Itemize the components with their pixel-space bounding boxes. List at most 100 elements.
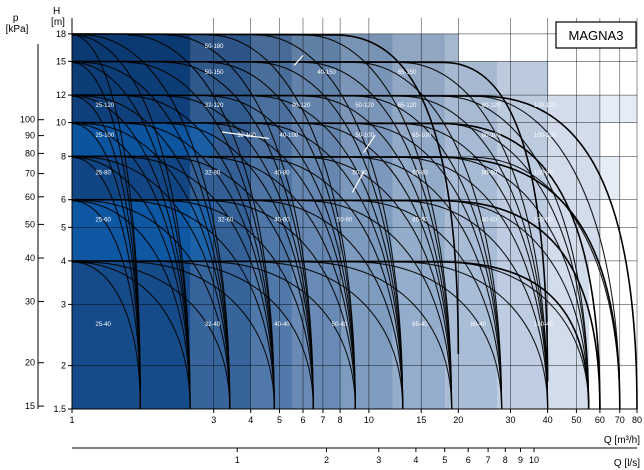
h-tick-label: 5: [61, 222, 66, 232]
family-curve: [304, 123, 453, 410]
zone-label: 50-60: [337, 217, 353, 223]
x-tick-label: 50: [571, 415, 581, 425]
family-curve: [71, 200, 141, 410]
axis-titles: p [kPa] H [m] Q [m³/h] Q [l/s]: [6, 6, 641, 469]
family-curve: [208, 261, 356, 410]
chart-title: MAGNA3: [569, 28, 624, 43]
x-tick-label: 5: [277, 415, 282, 425]
p-tick-label: 60: [25, 192, 35, 202]
zone-label: 65-60: [412, 217, 428, 223]
zone-label: 65-120: [398, 103, 417, 109]
x2-tick-label: 1: [235, 455, 240, 465]
x-tick-label: 20: [453, 415, 463, 425]
family-curve: [304, 200, 453, 410]
zone-label: 50-80: [352, 170, 368, 176]
x2-tick-label: 9: [518, 455, 523, 465]
family-curve: [71, 123, 191, 410]
x2-tick-label: 5: [442, 455, 447, 465]
x-tick-label: 7: [320, 415, 325, 425]
x-tick-label: 70: [615, 415, 625, 425]
h-axis-title-line-2: [m]: [51, 17, 65, 28]
p-tick-label: 15: [25, 401, 35, 411]
zone-shade: [497, 260, 549, 410]
zone-shade: [190, 61, 252, 96]
x-tick-label: 3: [211, 415, 216, 425]
zone-label: 80-100: [482, 133, 501, 139]
zone-label: 50-150: [205, 70, 224, 76]
zone-label: 40-180: [294, 28, 313, 34]
x2-tick-label: 3: [376, 455, 381, 465]
family-curve: [127, 261, 275, 410]
family-curve: [127, 200, 275, 410]
label-pointer: [363, 134, 376, 153]
zone-shade: [291, 33, 341, 62]
zone-shade: [547, 122, 601, 157]
zone-label: 80-120: [482, 103, 501, 109]
zone-shade: [444, 260, 498, 410]
family-curve: [354, 261, 503, 410]
family-curve: [71, 156, 141, 410]
h-tick-label: 8: [61, 151, 66, 161]
zone-label: 25-60: [96, 217, 112, 223]
p-axis-title: p [kPa]: [6, 13, 29, 35]
zone-shade: [72, 260, 191, 410]
performance-curve: [71, 121, 601, 410]
family-curve: [255, 156, 404, 410]
h-tick-label: 4: [61, 256, 66, 266]
h-tick-label: 2: [61, 361, 66, 371]
zone-shade: [444, 95, 498, 124]
family-curve: [400, 200, 549, 410]
family-curve: [472, 95, 621, 410]
zone-shade: [340, 33, 393, 62]
zone-label: 50-180: [205, 44, 224, 50]
label-layer: 25-40 32-40 40-40 50-40 65-40 80-40 100-40 25-6…: [96, 28, 557, 328]
h-tick-label: 15: [56, 56, 66, 66]
family-curve: [441, 156, 590, 410]
family-curve: [441, 123, 590, 410]
family-curve: [255, 123, 404, 410]
x2-tick-label: 8: [503, 455, 508, 465]
zone-shade: [444, 156, 498, 201]
zone-label: 65-40: [412, 322, 428, 328]
zone-shade: [340, 95, 393, 124]
family-curve: [208, 123, 356, 410]
p-tick-label: 40: [25, 253, 35, 263]
title-box: MAGNA3: [555, 21, 637, 49]
zone-label: 65-100: [412, 133, 431, 139]
family-curve: [166, 123, 314, 410]
p-tick-label: 20: [25, 358, 35, 368]
zone-label: 80-60: [482, 217, 498, 223]
zone-label: 50-100: [355, 133, 374, 139]
family-curve: [82, 61, 231, 410]
zone-shade: [340, 61, 393, 96]
p-tick-label: 100: [20, 115, 35, 125]
zone-label: 25-120: [96, 103, 115, 109]
x-axis-title: Q [m³/h]: [604, 435, 640, 446]
zone-label: 25-100: [96, 133, 115, 139]
zone-label: 32-80: [205, 170, 221, 176]
p-tick-label: 70: [25, 169, 35, 179]
zone-label: 100-80: [534, 170, 553, 176]
family-curve: [127, 123, 275, 410]
performance-curve: [71, 33, 460, 355]
family-curve: [71, 261, 141, 410]
zone-label: 40-120: [292, 103, 311, 109]
family-curve: [304, 61, 453, 410]
zone-shade: [444, 61, 498, 96]
zone-label: 40-150: [317, 70, 336, 76]
family-curve: [208, 200, 356, 410]
p-tick-label: 80: [25, 148, 35, 158]
zone-shade: [250, 122, 293, 157]
x-tick-label: 8: [338, 415, 343, 425]
family-curve: [127, 61, 275, 410]
h-axis-title-line-1: H: [53, 6, 60, 17]
family-curve: [354, 156, 503, 410]
family-curve: [441, 261, 590, 410]
zone-label: 25-80: [96, 170, 112, 176]
performance-curve: [71, 60, 549, 382]
x-tick-label: 4: [248, 415, 253, 425]
x-tick-label: 40: [543, 415, 553, 425]
family-curve: [82, 261, 231, 410]
x2-tick-label: 4: [413, 455, 418, 465]
x2-tick-label: 10: [529, 455, 539, 465]
